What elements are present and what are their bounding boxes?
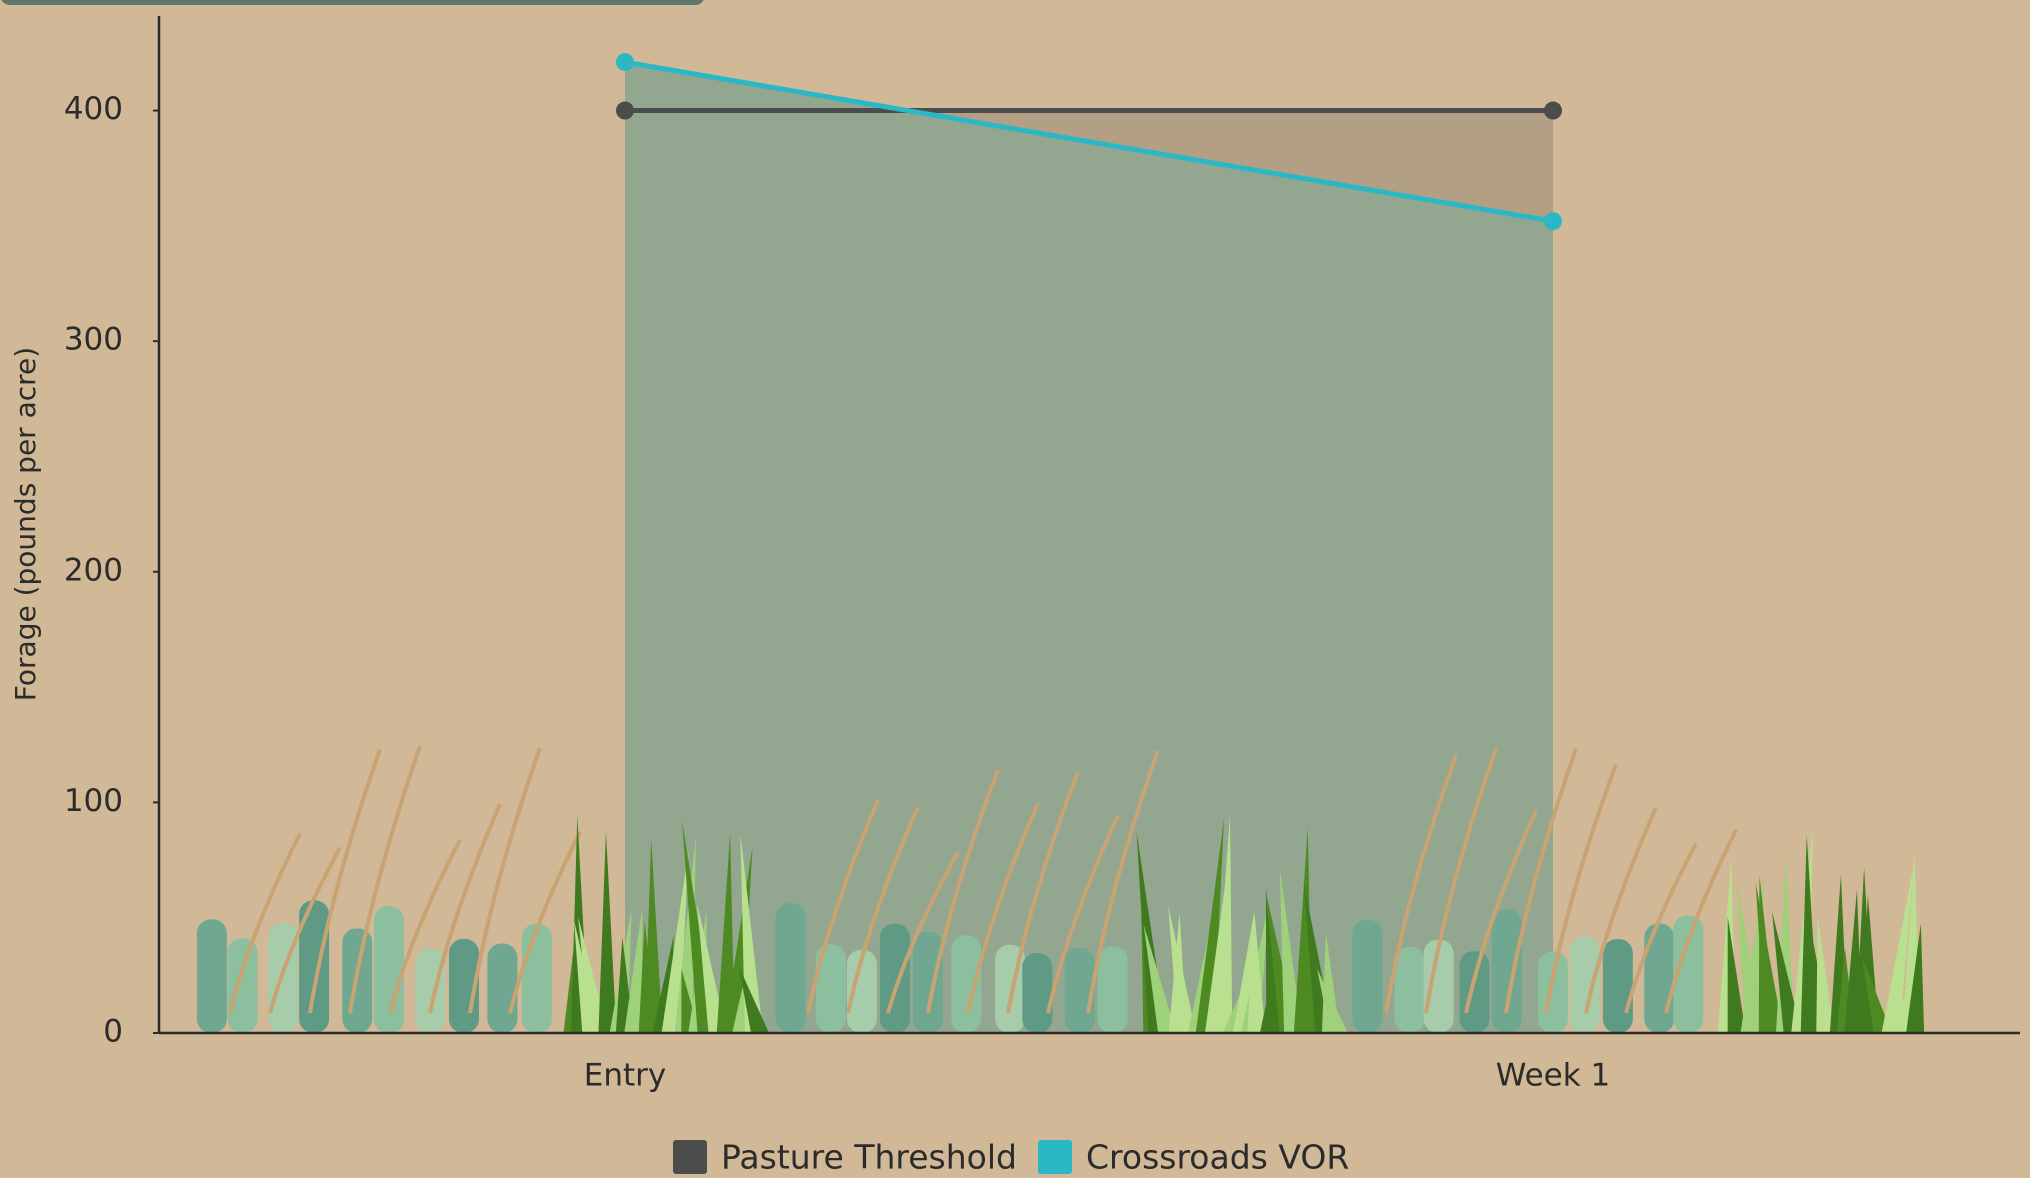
wheat-stalk xyxy=(1544,764,1618,1014)
wheat-stalk xyxy=(228,832,302,1014)
cactus-pad xyxy=(879,923,910,1033)
grass-blade xyxy=(1195,818,1225,1033)
wheat-stalk xyxy=(1046,815,1120,1014)
cactus-pad xyxy=(846,949,877,1033)
grass-blade xyxy=(1168,905,1197,1033)
data-point xyxy=(616,53,634,72)
cactus-pad xyxy=(1097,946,1128,1033)
cactus-pad xyxy=(373,906,404,1033)
cactus-pad xyxy=(912,931,943,1033)
wheat-stalk xyxy=(1006,771,1080,1014)
grass-blade xyxy=(644,838,663,1033)
cactus-pad xyxy=(1459,951,1490,1033)
grass-blade xyxy=(723,846,753,1033)
wheat-stalk xyxy=(886,851,960,1014)
cactus-pad xyxy=(815,944,846,1033)
cactus-pad xyxy=(1022,952,1053,1033)
y-axis-title: Forage (pounds per acre) xyxy=(9,347,42,701)
x-tick-label: Week 1 xyxy=(1496,1058,1611,1094)
wheat-stalk xyxy=(308,749,382,1014)
cactus-pad xyxy=(299,900,330,1033)
cactus-pad xyxy=(521,923,552,1033)
wheat-stalk xyxy=(468,747,542,1014)
legend-swatch xyxy=(673,1140,707,1174)
grass-blade xyxy=(674,835,696,1033)
grass-decoration xyxy=(196,745,1925,1033)
vor-area xyxy=(625,62,1553,1034)
grass-blade xyxy=(1736,879,1764,1033)
legend-label: Pasture Threshold xyxy=(721,1138,1017,1177)
data-point xyxy=(616,101,634,120)
cactus-pad xyxy=(1537,951,1568,1033)
cactus-pad xyxy=(951,935,982,1033)
wheat-stalk xyxy=(1584,806,1658,1014)
wheat-stalk xyxy=(926,769,1000,1014)
y-tick-label: 100 xyxy=(64,783,123,819)
grass-blade xyxy=(1727,916,1746,1033)
cactus-pad xyxy=(1491,909,1522,1033)
y-tick-label: 200 xyxy=(64,552,123,588)
wheat-stalk xyxy=(806,799,880,1014)
grass-blade xyxy=(1241,901,1270,1033)
grass-blade xyxy=(1279,867,1303,1033)
grass-blade xyxy=(1136,832,1167,1033)
wheat-stalk xyxy=(508,831,582,1014)
y-tick-label: 400 xyxy=(64,91,123,127)
wheat-stalk xyxy=(1086,750,1160,1014)
grass-blade xyxy=(1303,882,1334,1033)
wheat-stalk xyxy=(1504,748,1578,1014)
grass-blade xyxy=(1755,882,1784,1033)
grass-blade xyxy=(1187,893,1218,1033)
grass-blade xyxy=(681,819,716,1033)
cactus-pad xyxy=(196,919,227,1033)
grass-blade xyxy=(1862,957,1892,1033)
grass-blade xyxy=(598,831,617,1033)
grass-blade xyxy=(1317,968,1348,1033)
y-tick-label: 300 xyxy=(64,322,123,358)
wheat-stalk xyxy=(1664,828,1738,1014)
wheat-stalk xyxy=(1624,842,1698,1014)
wheat-stalk xyxy=(1384,754,1458,1014)
wheat-stalk xyxy=(348,745,422,1014)
series-line xyxy=(624,59,1554,224)
cactus-pad xyxy=(415,948,446,1033)
grass-blade xyxy=(1881,865,1914,1033)
cactus-pad xyxy=(1673,915,1704,1033)
cactus-pad xyxy=(487,943,518,1033)
wheat-stalk xyxy=(1424,748,1498,1014)
header-tab xyxy=(1,0,704,5)
legend-swatch xyxy=(1038,1140,1072,1174)
cactus-pad xyxy=(775,903,806,1033)
grass-blade xyxy=(1906,923,1925,1033)
wheat-stalk xyxy=(388,838,462,1014)
data-point xyxy=(1544,212,1562,231)
cactus-pad xyxy=(1423,939,1454,1033)
grass-blade xyxy=(624,907,643,1033)
wheat-stalk xyxy=(846,806,920,1014)
grass-blade xyxy=(716,833,735,1033)
grass-blade xyxy=(739,967,770,1033)
wheat-stalk xyxy=(966,802,1040,1014)
legend-label: Crossroads VOR xyxy=(1086,1138,1349,1177)
cactus-pad xyxy=(1569,936,1600,1033)
grass-blade xyxy=(1214,814,1233,1033)
y-tick-label: 0 xyxy=(103,1014,123,1050)
cactus-pad xyxy=(1602,939,1633,1033)
wheat-stalk xyxy=(428,803,502,1014)
grass-blade xyxy=(1143,924,1177,1033)
x-tick-label: Entry xyxy=(584,1058,666,1094)
cactus-pad xyxy=(1394,946,1425,1033)
grass-blade xyxy=(1247,913,1266,1033)
cactus-pad xyxy=(227,938,258,1033)
data-point xyxy=(1544,101,1562,120)
wheat-stalk xyxy=(268,846,342,1014)
grass-blade xyxy=(1772,911,1802,1033)
grass-blade xyxy=(1816,916,1835,1033)
wheat-stalk xyxy=(1464,810,1538,1014)
cactus-pad xyxy=(1352,919,1383,1033)
